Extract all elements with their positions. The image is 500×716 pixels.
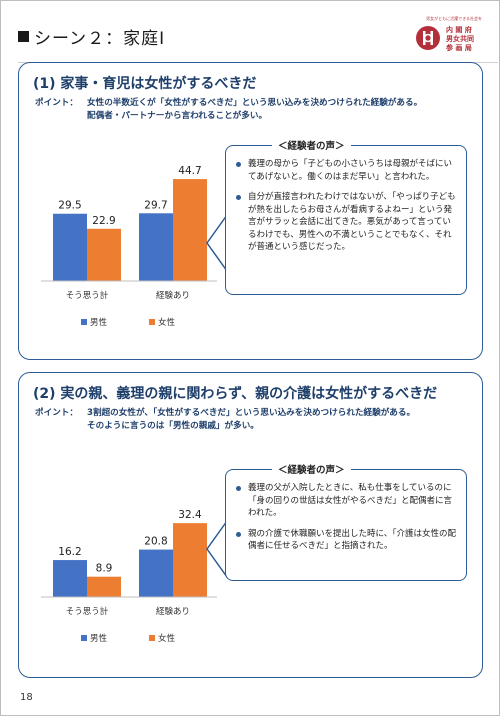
- cabinet-office-logo: 男女がともに活躍できる社会を 内 閣 府 男女共同 参 画 局: [410, 16, 482, 60]
- voice-item: 親の介護で休職願いを提出した時に、「介護は女性の配偶者に任せるべきだ」と指摘され…: [236, 528, 456, 553]
- logo-org-line: 参 画 局: [446, 44, 472, 52]
- data-label: 22.9: [92, 215, 115, 227]
- logo-mark-icon: [416, 26, 440, 50]
- scene-title: シーン２：家庭Ⅰ: [18, 24, 165, 49]
- data-label: 29.7: [144, 199, 167, 211]
- section-title: (1) 家事・育児は女性がするべきだ: [33, 76, 257, 92]
- bar: [53, 213, 87, 281]
- legend-swatch: [81, 635, 87, 641]
- logo-org-name: 内 閣 府 男女共同 参 画 局: [446, 26, 474, 53]
- bar: [139, 213, 173, 281]
- point-text: ポイント： 女性の半数近くが「女性がするべきだ」という思い込みを決めつけられた経験…: [35, 97, 422, 123]
- point-line: 配偶者・パートナーから言われることが多い。: [87, 111, 268, 121]
- bar: [87, 576, 121, 597]
- point-line: 3割超の女性が、「女性がするべきだ」という思い込みを決めつけられた経験がある。: [87, 408, 416, 418]
- voice-box: ＜経験者の声＞ 義理の母から「子どもの小さいうちは母親がそばにいてあげないと。働…: [225, 138, 467, 295]
- bar-chart-caregiving: 16.2 8.9 そう思う計 20.8 32.4 経験あり男性 女性: [35, 453, 223, 663]
- voice-item: 自分が直接言われたわけではないが、「やっぱり子どもが熱を出したらお母さんが看病す…: [236, 191, 456, 254]
- data-label: 44.7: [178, 165, 201, 177]
- logo-org-line: 男女共同: [446, 35, 474, 43]
- bar: [173, 179, 207, 281]
- point-label: ポイント：: [35, 408, 78, 418]
- page-number: 18: [20, 692, 33, 703]
- data-label: 29.5: [58, 200, 81, 212]
- legend-swatch: [149, 635, 155, 641]
- data-label: 32.4: [178, 509, 202, 521]
- voice-item: 義理の父が入院したときに、私も仕事をしているのに「身の回りの世話は女性がやるべき…: [236, 482, 456, 520]
- data-label: 8.9: [96, 563, 113, 575]
- logo-tagline: 男女がともに活躍できる社会を: [426, 16, 482, 21]
- category-label: 経験あり: [156, 290, 190, 301]
- voice-box: ＜経験者の声＞ 義理の父が入院したときに、私も仕事をしているのに「身の回りの世話…: [225, 462, 467, 581]
- point-line: そのように言うのは「男性の親戚」が多い。: [87, 421, 259, 431]
- bar: [173, 523, 207, 597]
- point-line: 女性の半数近くが「女性がするべきだ」という思い込みを決めつけられた経験がある。: [87, 98, 423, 108]
- legend-swatch: [149, 319, 155, 325]
- legend-label: 男性: [90, 317, 108, 328]
- voice-list: 義理の父が入院したときに、私も仕事をしているのに「身の回りの世話は女性がやるべき…: [236, 482, 456, 561]
- section-title: (2) 実の親、義理の親に関わらず、親の介護は女性がするべきだ: [33, 386, 438, 402]
- data-label: 16.2: [58, 546, 81, 558]
- legend-label: 女性: [158, 317, 176, 328]
- voice-list: 義理の母から「子どもの小さいうちは母親がそばにいてあげないと。働くのはまだ早い」…: [236, 158, 456, 262]
- category-label: 経験あり: [156, 606, 190, 617]
- legend-label: 女性: [158, 633, 176, 644]
- point-label: ポイント：: [35, 98, 78, 108]
- logo-org-line: 内 閣 府: [446, 26, 472, 34]
- bar: [139, 549, 173, 597]
- voice-item: 義理の母から「子どもの小さいうちは母親がそばにいてあげないと。働くのはまだ早い」…: [236, 158, 456, 183]
- category-label: そう思う計: [66, 606, 109, 617]
- category-label: そう思う計: [66, 290, 109, 301]
- section-housework: (1) 家事・育児は女性がするべきだ ポイント： 女性の半数近くが「女性がするべき…: [18, 62, 483, 360]
- header: シーン２：家庭Ⅰ 男女がともに活躍できる社会を 内 閣 府 男女共同 参 画 局: [18, 16, 500, 63]
- square-bullet-icon: [18, 31, 29, 42]
- voice-title: ＜経験者の声＞: [272, 462, 351, 476]
- bar-chart-housework: 29.5 22.9 そう思う計 29.7 44.7 経験あり男性 女性: [35, 137, 223, 347]
- scene-title-text: シーン２：家庭Ⅰ: [34, 29, 166, 49]
- data-label: 20.8: [144, 536, 167, 548]
- point-text: ポイント： 3割超の女性が、「女性がするべきだ」という思い込みを決めつけられた経験…: [35, 407, 415, 433]
- section-caregiving: (2) 実の親、義理の親に関わらず、親の介護は女性がするべきだ ポイント： 3割超…: [18, 372, 483, 678]
- legend-swatch: [81, 319, 87, 325]
- bar: [53, 560, 87, 597]
- voice-title: ＜経験者の声＞: [272, 138, 351, 152]
- bar: [87, 228, 121, 281]
- legend-label: 男性: [90, 633, 108, 644]
